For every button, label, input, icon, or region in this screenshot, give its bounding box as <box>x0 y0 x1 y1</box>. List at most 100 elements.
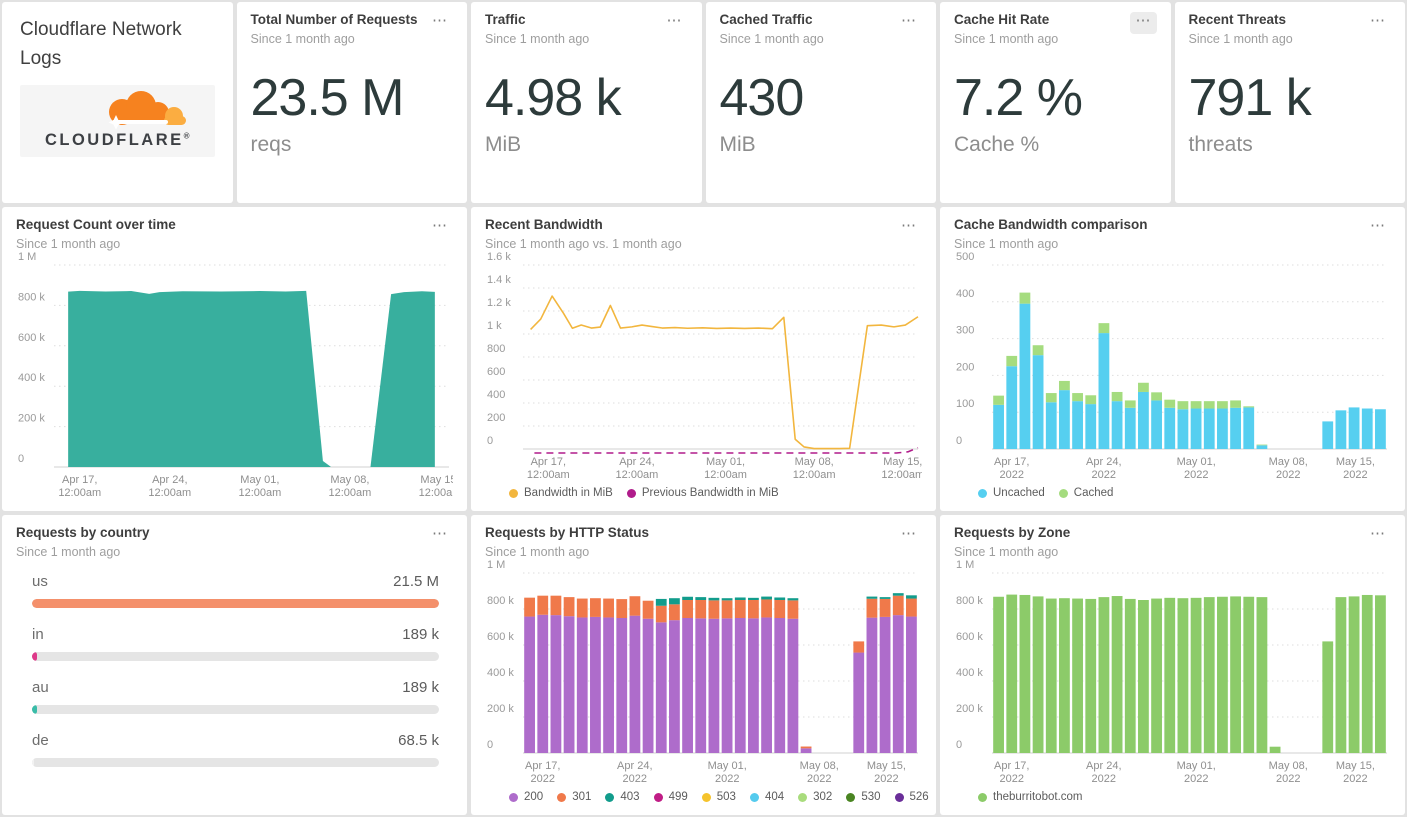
stat-value: 7.2 % <box>954 68 1083 127</box>
svg-text:600: 600 <box>487 366 505 378</box>
svg-text:12:00am: 12:00am <box>793 469 836 481</box>
panel-title[interactable]: Cached Traffic <box>719 12 813 27</box>
legend-item[interactable]: 499 <box>653 791 688 803</box>
legend-dot-icon <box>798 792 808 802</box>
svg-text:1 M: 1 M <box>956 559 974 571</box>
panel-menu-button[interactable]: ⋯ <box>895 525 922 547</box>
stat-unit: MiB <box>719 132 756 156</box>
country-label: de <box>32 731 49 749</box>
svg-text:Apr 24,: Apr 24, <box>619 456 654 468</box>
svg-text:May 01,: May 01, <box>1177 760 1216 772</box>
legend-label: 404 <box>764 791 785 803</box>
panel-menu-button[interactable]: ⋯ <box>1364 217 1391 239</box>
legend-item[interactable]: 200 <box>509 791 543 803</box>
stat-value: 4.98 k <box>485 68 622 127</box>
panel-menu-button[interactable]: ⋯ <box>1129 12 1157 34</box>
panel-menu-button[interactable]: ⋯ <box>426 217 453 239</box>
panel-menu-button[interactable]: ⋯ <box>661 12 688 34</box>
legend-dot-icon <box>978 792 987 802</box>
panel-menu-button[interactable]: ⋯ <box>1364 12 1391 34</box>
legend-item[interactable]: Uncached <box>978 487 1045 499</box>
panel-menu-button[interactable]: ⋯ <box>895 12 922 34</box>
stat-unit: reqs <box>250 132 292 156</box>
legend-label: Previous Bandwidth in MiB <box>641 487 779 499</box>
panel-title[interactable]: Recent Threats <box>1188 12 1287 27</box>
svg-text:2022: 2022 <box>531 773 555 785</box>
panel-subtitle: Since 1 month ago vs. 1 month ago <box>485 236 682 251</box>
legend-label: Uncached <box>993 487 1045 499</box>
svg-text:1 M: 1 M <box>18 251 36 263</box>
stat-value: 430 <box>719 68 805 127</box>
svg-text:Apr 24,: Apr 24, <box>617 760 652 772</box>
panel-title[interactable]: Traffic <box>485 12 526 27</box>
svg-text:100: 100 <box>956 398 974 410</box>
panel-title[interactable]: Request Count over time <box>16 217 176 232</box>
zone-chart[interactable]: 1 M 800 k 600 k 400 k 200 k 0 Apr 17, 2022 Apr 2… <box>954 559 1391 787</box>
panel-title[interactable]: Cache Bandwidth comparison <box>954 217 1148 232</box>
svg-text:1 k: 1 k <box>487 320 502 332</box>
panel-title[interactable]: Requests by country <box>16 525 150 540</box>
legend: 200301403499503404302530526524 <box>485 787 929 805</box>
panel-menu-button[interactable]: ⋯ <box>426 12 453 34</box>
panel-requests-by-country: Requests by country Since 1 month ago ⋯ … <box>2 515 467 815</box>
gauge-track <box>32 704 439 714</box>
panel-subtitle: Since 1 month ago <box>954 544 1059 559</box>
svg-text:800: 800 <box>487 343 505 355</box>
legend-item[interactable]: 530 <box>846 791 881 803</box>
cache-bandwidth-chart[interactable]: 500 400 300 200 100 0 Apr 17, 2022 Apr 24, 2022 Ma… <box>954 251 1391 483</box>
svg-text:May 08,: May 08, <box>1269 760 1308 772</box>
gauge-fill <box>32 704 37 714</box>
legend-item[interactable]: theburritobot.com <box>978 791 1083 803</box>
svg-text:0: 0 <box>956 435 962 447</box>
stat-value: 791 k <box>1188 68 1312 127</box>
svg-text:12:00am: 12:00am <box>58 487 101 499</box>
panel-menu-button[interactable]: ⋯ <box>426 525 453 547</box>
panel-menu-button[interactable]: ⋯ <box>1364 525 1391 547</box>
legend-item[interactable]: 403 <box>605 791 640 803</box>
svg-text:600 k: 600 k <box>18 332 45 344</box>
svg-text:May 08,: May 08, <box>795 456 834 468</box>
legend-dot-icon <box>894 792 904 802</box>
svg-text:Apr 24,: Apr 24, <box>1086 760 1121 772</box>
panel-subtitle: Since 1 month ago <box>954 236 1059 251</box>
legend-dot-icon <box>557 792 567 802</box>
panel-title[interactable]: Recent Bandwidth <box>485 217 603 232</box>
legend-item[interactable]: Bandwidth in MiB <box>509 487 613 499</box>
http-status-chart[interactable]: 1 M 800 k 600 k 400 k 200 k 0 Apr 17, 2022 Apr 2… <box>485 559 922 787</box>
legend: Bandwidth in MiB Previous Bandwidth in Mi… <box>485 483 922 501</box>
svg-text:May 01,: May 01, <box>240 474 279 486</box>
legend-item[interactable]: Previous Bandwidth in MiB <box>626 487 779 499</box>
legend-item[interactable]: Cached <box>1058 487 1113 499</box>
stat-value: 23.5 M <box>250 68 405 127</box>
panel-subtitle: Since 1 month ago <box>485 31 590 46</box>
gauge-fill <box>32 757 35 767</box>
legend-dot-icon <box>749 792 759 802</box>
country-row: us 21.5 M <box>32 573 439 608</box>
panel-title[interactable]: Total Number of Requests <box>250 12 418 27</box>
legend-dot-icon <box>509 792 518 802</box>
panel-subtitle: Since 1 month ago <box>954 31 1059 46</box>
panel-title[interactable]: Cache Hit Rate <box>954 12 1050 27</box>
svg-text:1.4 k: 1.4 k <box>487 274 511 286</box>
svg-text:Apr 24,: Apr 24, <box>1086 456 1121 468</box>
panel-title[interactable]: Requests by HTTP Status <box>485 525 650 540</box>
gauge-fill <box>32 651 37 661</box>
svg-text:400 k: 400 k <box>956 667 983 679</box>
request-count-chart[interactable]: 1 M 800 k 600 k 400 k 200 k 0 Apr 17, 12:00am Ap… <box>16 251 453 501</box>
legend-item[interactable]: 302 <box>798 791 832 803</box>
legend-item[interactable]: 503 <box>701 791 736 803</box>
legend-item[interactable]: 404 <box>749 791 785 803</box>
stat-unit: MiB <box>485 132 522 156</box>
panel-subtitle: Since 1 month ago <box>485 544 590 559</box>
panel-menu-button[interactable]: ⋯ <box>895 217 922 239</box>
svg-text:Apr 17,: Apr 17, <box>62 474 97 486</box>
legend-item[interactable]: 526 <box>894 791 929 803</box>
svg-text:2022: 2022 <box>1343 773 1367 785</box>
svg-text:600 k: 600 k <box>487 631 514 643</box>
legend-item[interactable]: 301 <box>557 791 591 803</box>
panel-cache-bandwidth: Cache Bandwidth comparison Since 1 month… <box>940 207 1405 511</box>
panel-title[interactable]: Requests by Zone <box>954 525 1071 540</box>
legend-dot-icon <box>1058 488 1068 498</box>
svg-text:2022: 2022 <box>1343 469 1367 481</box>
